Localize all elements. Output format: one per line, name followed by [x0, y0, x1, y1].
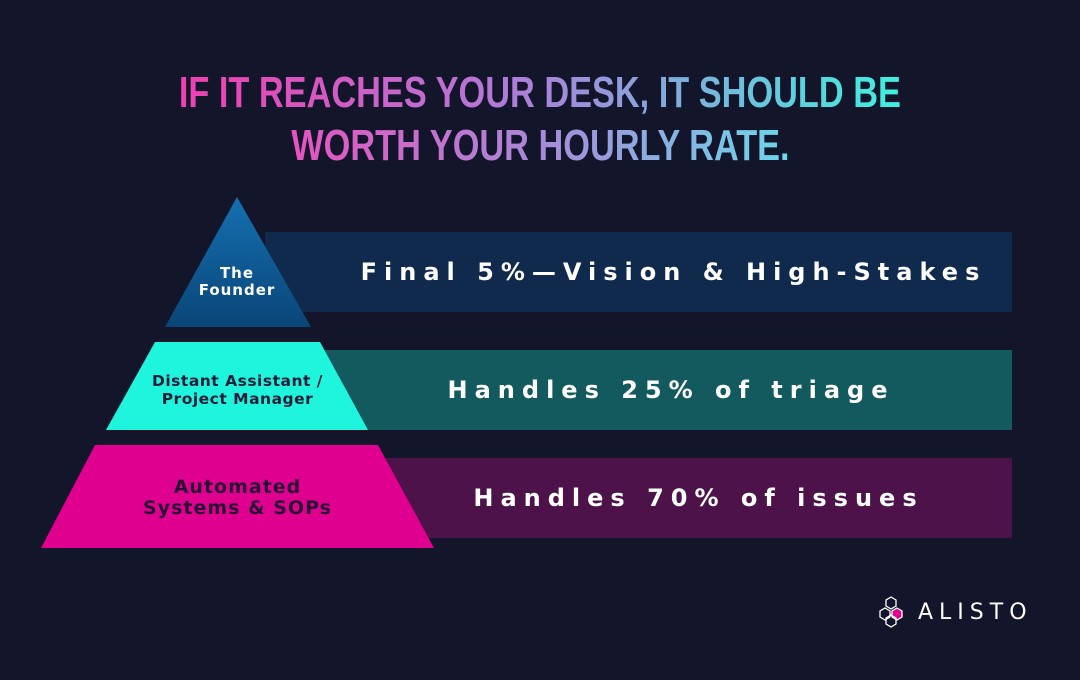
tier-1-label-line2: Founder — [198, 281, 276, 300]
tier-2-label-line2: Project Manager — [161, 389, 314, 408]
alisto-logo: ALISTO — [878, 595, 1033, 629]
tier-1-label-line1: The — [219, 264, 255, 282]
tier-3-label-line2: Systems & SOPs — [143, 496, 332, 519]
logo-wordmark: ALISTO — [918, 599, 1033, 625]
tier-3-label: Automated Systems & SOPs — [110, 477, 365, 519]
pyramid-tier-3 — [41, 445, 434, 548]
headline-text-1: IF IT REACHES YOUR DESK, IT SHOULD BE — [178, 68, 902, 117]
headline-line-1: IF IT REACHES YOUR DESK, IT SHOULD BE — [0, 68, 1080, 118]
tier-2-description: Handles 25% of triage — [447, 376, 895, 404]
headline-text-2: WORTH YOUR HOURLY RATE. — [290, 121, 790, 170]
tier-1-label: The Founder — [177, 264, 297, 300]
pyramid-tier-1 — [165, 197, 311, 327]
tier-3-bar: Handles 70% of issues — [385, 458, 1012, 538]
pyramid-tier-2 — [106, 342, 368, 430]
tier-3-description: Handles 70% of issues — [473, 484, 924, 512]
tier-1-description: Final 5%—Vision & High-Stakes — [360, 258, 987, 286]
tier-2-label: Distant Assistant / Project Manager — [130, 372, 345, 409]
tier-2-label-line1: Distant Assistant / — [152, 372, 323, 390]
tier-1-bar: Final 5%—Vision & High-Stakes — [265, 232, 1012, 312]
headline-line-2: WORTH YOUR HOURLY RATE. — [0, 121, 1080, 171]
tier-3-label-line1: Automated — [173, 476, 302, 498]
hexagon-cluster-icon — [879, 596, 903, 628]
tier-2-bar: Handles 25% of triage — [320, 350, 1012, 430]
